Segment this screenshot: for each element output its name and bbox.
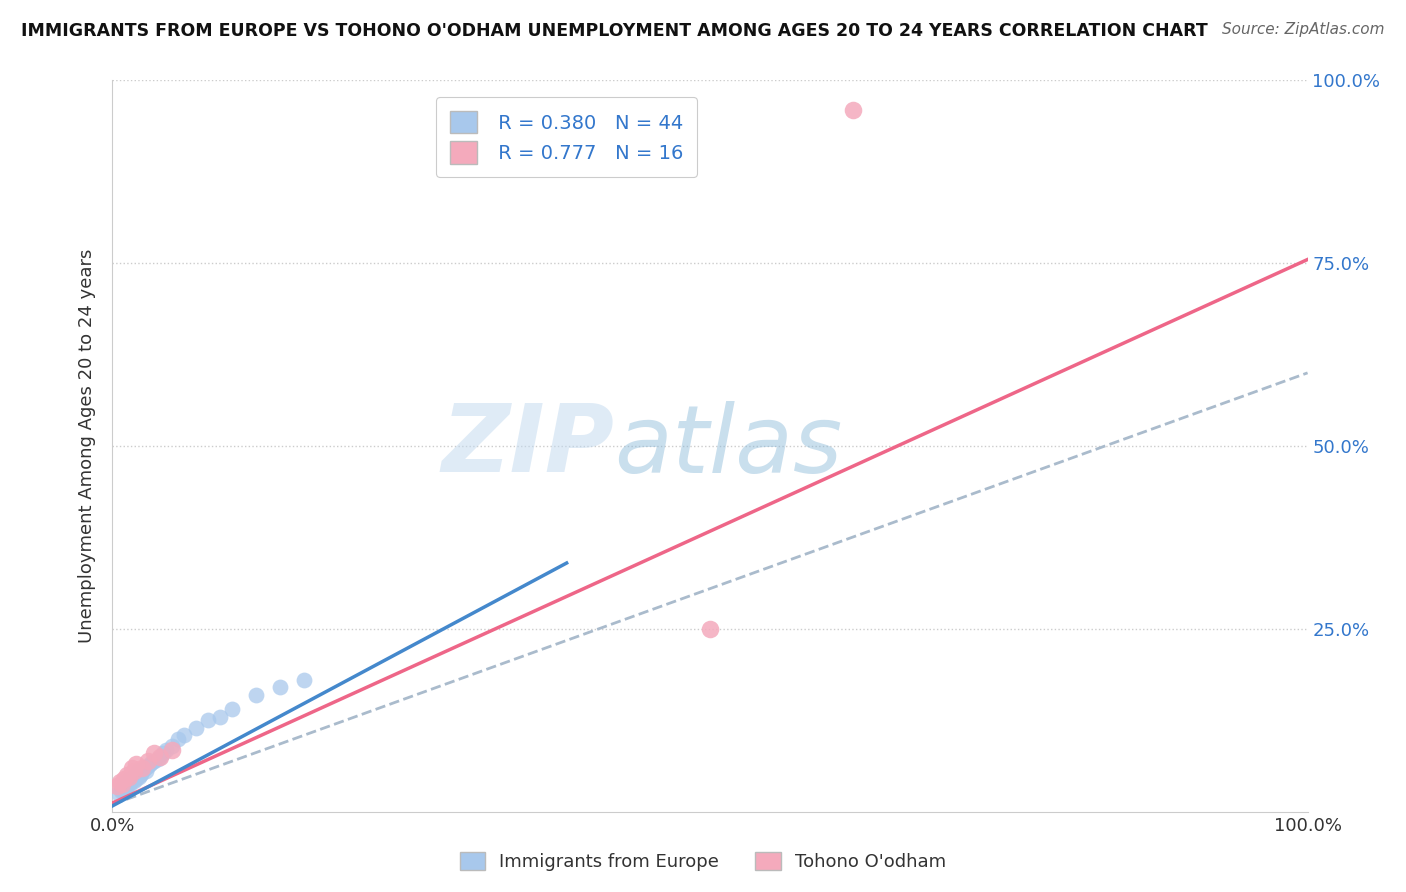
Point bbox=[120, 775, 142, 789]
Point bbox=[138, 757, 160, 772]
Point bbox=[132, 762, 155, 776]
Point bbox=[129, 766, 152, 780]
Text: IMMIGRANTS FROM EUROPE VS TOHONO O'ODHAM UNEMPLOYMENT AMONG AGES 20 TO 24 YEARS : IMMIGRANTS FROM EUROPE VS TOHONO O'ODHAM… bbox=[21, 22, 1208, 40]
Point bbox=[135, 764, 157, 779]
Point bbox=[134, 761, 156, 775]
Point bbox=[112, 781, 135, 796]
Point bbox=[117, 777, 139, 791]
Point bbox=[129, 768, 152, 782]
Legend:  R = 0.380   N = 44,  R = 0.777   N = 16: R = 0.380 N = 44, R = 0.777 N = 16 bbox=[436, 97, 697, 178]
Point bbox=[173, 728, 195, 742]
Point bbox=[131, 764, 153, 779]
Point bbox=[124, 768, 146, 782]
Point bbox=[152, 746, 174, 760]
Point bbox=[108, 775, 131, 789]
Point bbox=[209, 709, 232, 723]
Point bbox=[131, 761, 153, 775]
Text: atlas: atlas bbox=[614, 401, 842, 491]
Point bbox=[197, 714, 219, 728]
Point bbox=[186, 721, 208, 735]
Point bbox=[125, 757, 148, 772]
Point bbox=[105, 779, 128, 793]
Point bbox=[125, 772, 148, 786]
Point bbox=[111, 782, 134, 797]
Point bbox=[162, 739, 183, 753]
Point bbox=[118, 772, 141, 786]
Point bbox=[127, 764, 149, 779]
Point bbox=[269, 681, 291, 695]
Point bbox=[121, 761, 143, 775]
Point bbox=[115, 768, 138, 782]
Point bbox=[128, 770, 150, 784]
Point bbox=[121, 770, 143, 784]
Point bbox=[122, 774, 145, 789]
Point bbox=[110, 784, 132, 798]
Point bbox=[221, 702, 243, 716]
Point bbox=[114, 777, 135, 791]
Y-axis label: Unemployment Among Ages 20 to 24 years: Unemployment Among Ages 20 to 24 years bbox=[77, 249, 96, 643]
Point bbox=[122, 764, 145, 779]
Point bbox=[120, 777, 142, 791]
Point bbox=[167, 731, 190, 746]
Point bbox=[115, 779, 138, 793]
Point bbox=[114, 779, 135, 793]
Point bbox=[141, 755, 163, 769]
Point bbox=[117, 774, 139, 789]
Point bbox=[107, 787, 129, 801]
Point bbox=[149, 749, 172, 764]
Point bbox=[111, 777, 134, 791]
Point bbox=[146, 752, 169, 766]
Legend: Immigrants from Europe, Tohono O'odham: Immigrants from Europe, Tohono O'odham bbox=[453, 845, 953, 879]
Text: Source: ZipAtlas.com: Source: ZipAtlas.com bbox=[1222, 22, 1385, 37]
Point bbox=[114, 775, 136, 789]
Point bbox=[121, 772, 143, 786]
Point bbox=[699, 622, 721, 636]
Point bbox=[138, 754, 160, 768]
Point bbox=[143, 754, 166, 768]
Point bbox=[149, 749, 172, 764]
Point bbox=[155, 742, 177, 756]
Point bbox=[143, 746, 166, 760]
Point bbox=[114, 772, 135, 786]
Point bbox=[118, 770, 141, 784]
Point bbox=[245, 688, 267, 702]
Point bbox=[842, 103, 865, 117]
Point bbox=[138, 759, 160, 773]
Point bbox=[162, 742, 183, 756]
Point bbox=[292, 673, 315, 687]
Text: ZIP: ZIP bbox=[441, 400, 614, 492]
